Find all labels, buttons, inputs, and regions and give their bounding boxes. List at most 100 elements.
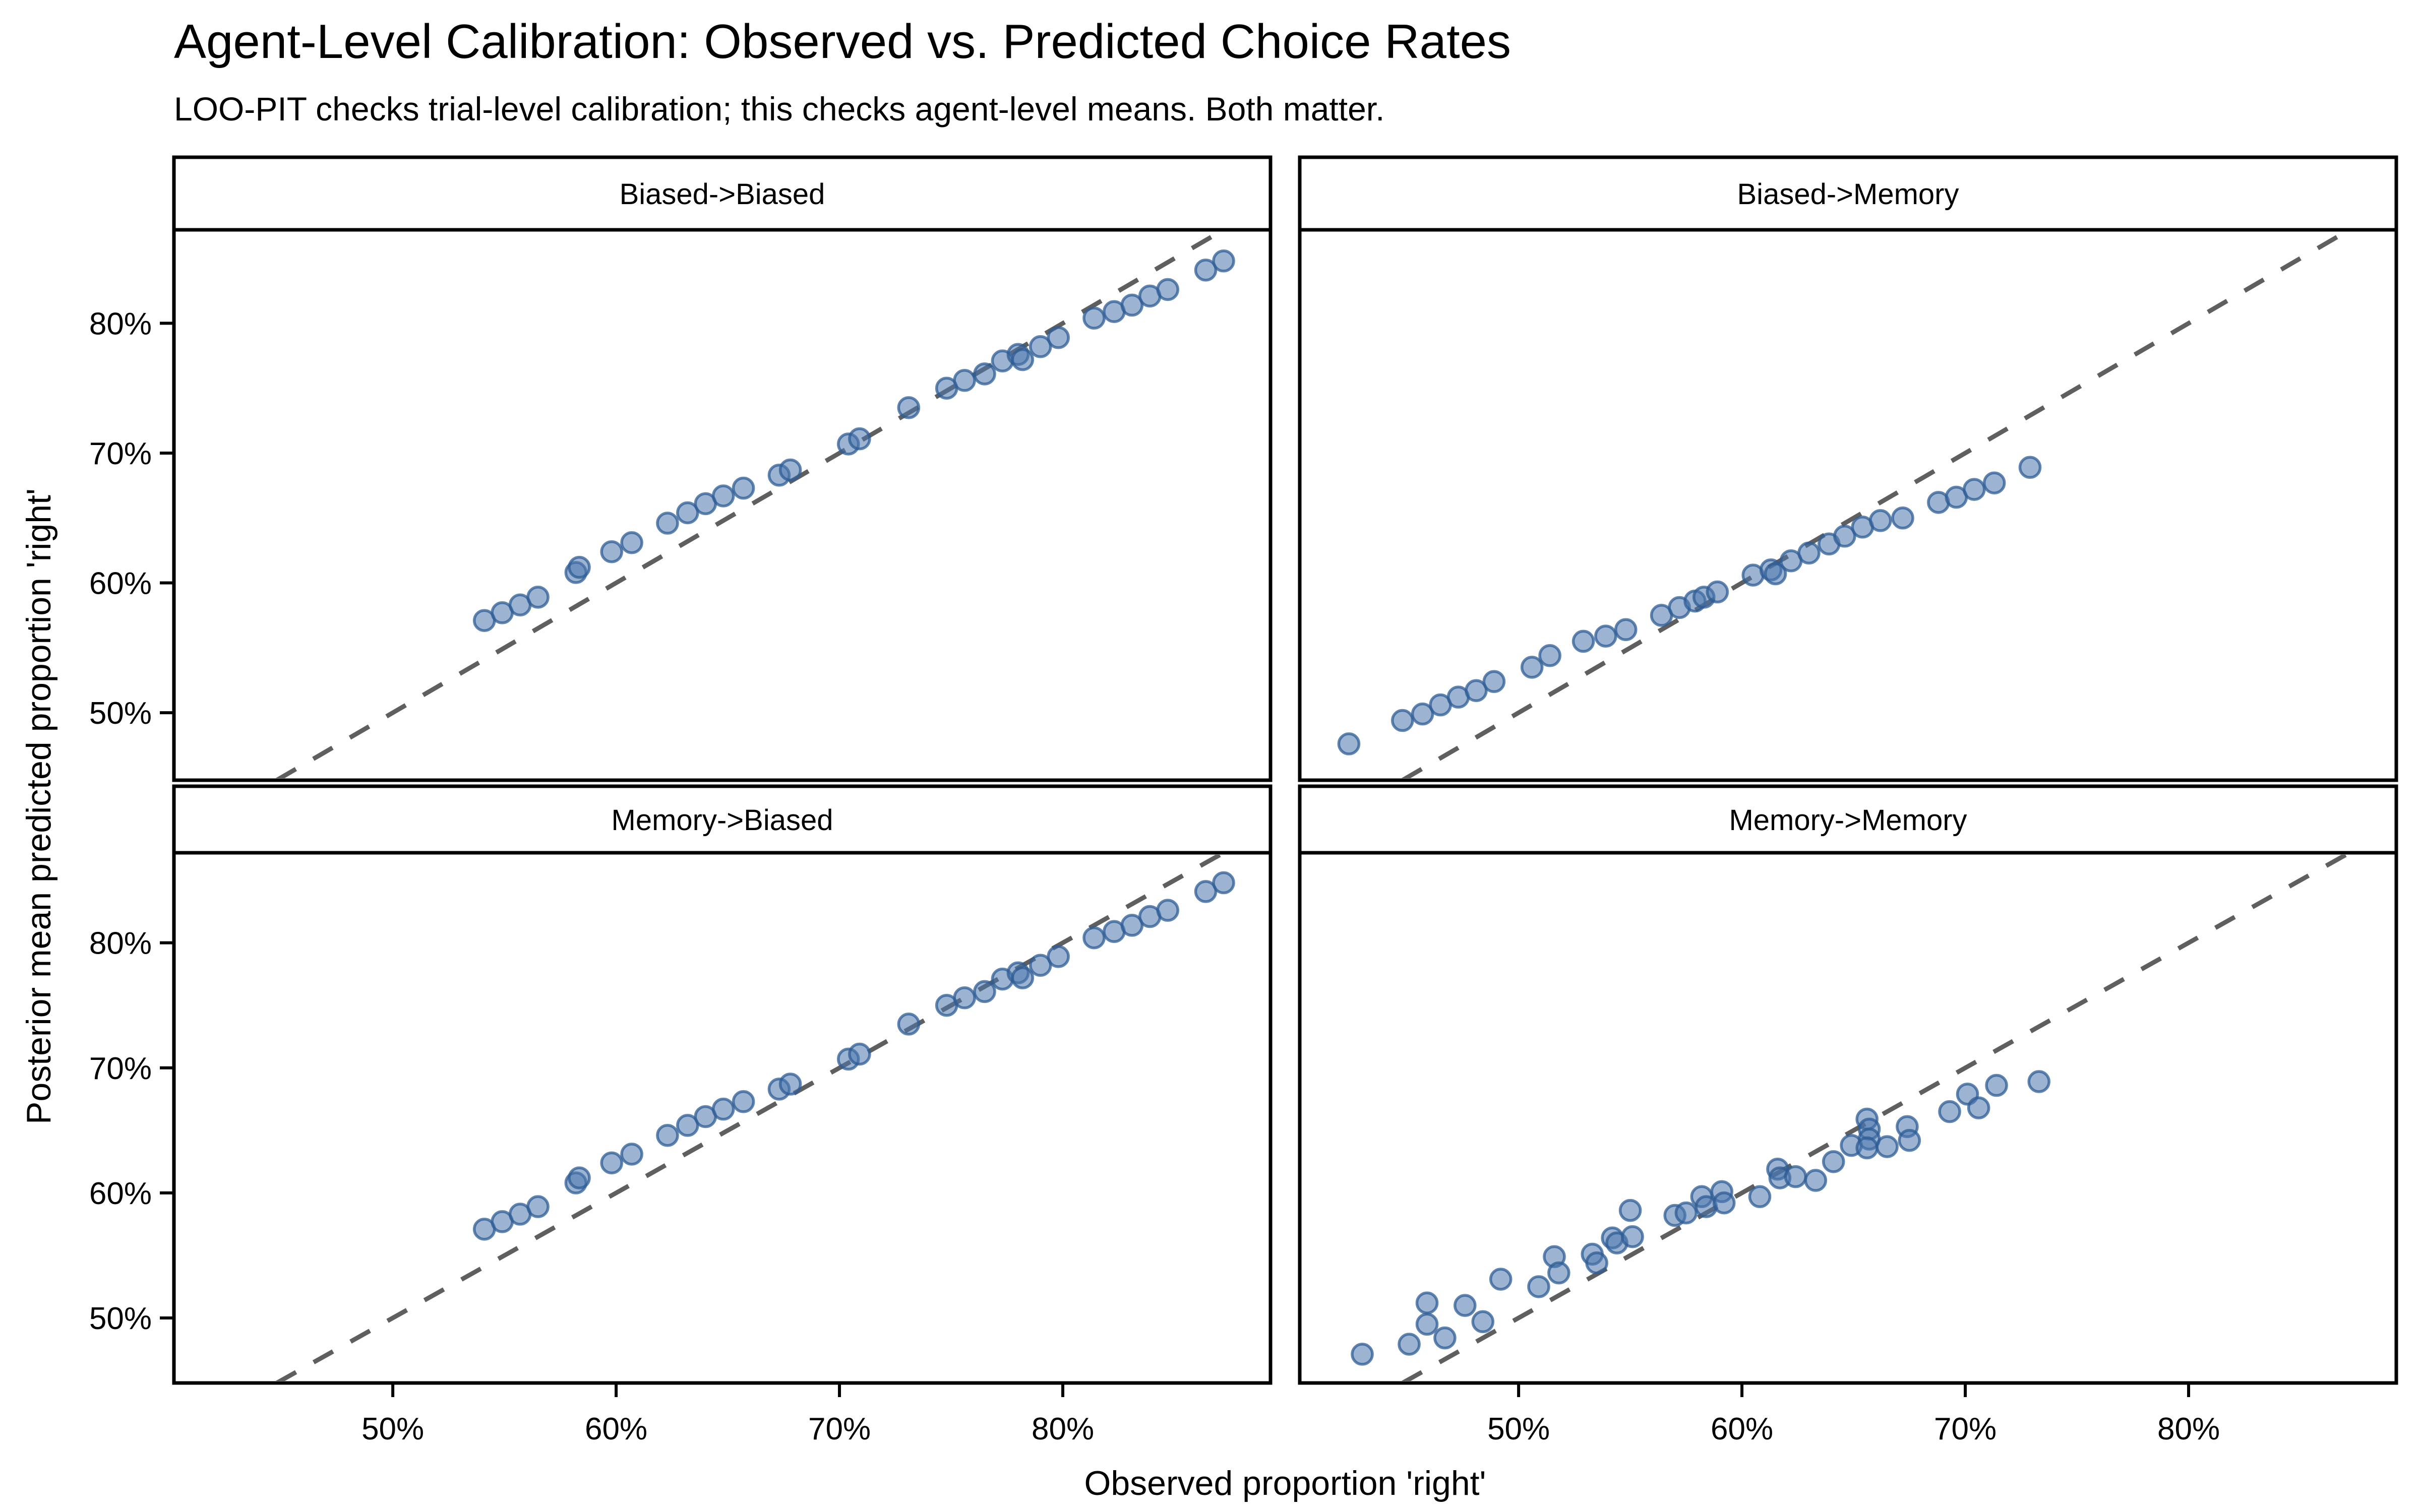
- data-point: [656, 512, 679, 535]
- data-point: [1156, 899, 1179, 922]
- data-point: [1520, 656, 1544, 679]
- data-point: [656, 1123, 679, 1147]
- data-point: [1594, 624, 1617, 648]
- data-point: [1337, 732, 1361, 755]
- data-point: [1855, 1136, 1879, 1160]
- data-point: [1967, 1096, 1990, 1119]
- data-point: [732, 1090, 755, 1113]
- data-point: [1194, 880, 1218, 903]
- facet-panel: [1298, 851, 2398, 1385]
- facet-memory-memory: Memory->Memory 50% 60% 70% 80%: [1298, 784, 2398, 1446]
- x-tick-label: 70%: [808, 1412, 871, 1446]
- y-tick-label: 70%: [89, 436, 152, 471]
- data-point: [1047, 945, 1070, 968]
- data-point: [620, 1143, 643, 1166]
- data-point: [1120, 914, 1144, 937]
- data-point: [1156, 278, 1179, 301]
- data-point: [1411, 702, 1434, 726]
- facet-strip: [1298, 784, 2398, 855]
- data-point: [1547, 1261, 1570, 1285]
- data-point: [1391, 709, 1414, 732]
- plot-title: Agent-Level Calibration: Observed vs. Pr…: [174, 15, 1511, 69]
- data-point: [1938, 1100, 1961, 1123]
- data-point: [1415, 1312, 1439, 1336]
- data-point: [1527, 1275, 1550, 1298]
- facet-strip-label: Memory->Biased: [612, 804, 833, 837]
- x-tick-label: 80%: [2157, 1412, 2220, 1446]
- data-point: [1797, 541, 1821, 565]
- data-point: [1465, 679, 1488, 703]
- data-point: [848, 1042, 871, 1066]
- y-tick-label: 60%: [89, 1176, 152, 1211]
- data-point: [1891, 507, 1914, 530]
- data-point: [676, 1114, 699, 1137]
- data-point: [1585, 1251, 1608, 1275]
- data-point: [1011, 966, 1035, 989]
- data-point: [1982, 471, 2006, 494]
- data-point: [1489, 1268, 1512, 1291]
- x-tick-label: 50%: [361, 1412, 424, 1446]
- data-point: [711, 1097, 735, 1121]
- facet-biased-biased: Biased->Biased 50% 60% 70% 80%: [89, 155, 1273, 782]
- data-point: [1618, 1199, 1642, 1222]
- identity-line: [1401, 232, 2351, 778]
- data-point: [778, 1073, 802, 1096]
- data-point: [568, 555, 591, 579]
- data-point: [1028, 954, 1052, 977]
- plot-subtitle: LOO-PIT checks trial-level calibration; …: [174, 90, 1385, 128]
- data-point: [1621, 1225, 1644, 1248]
- y-axis-title: Posterior mean predicted proportion 'rig…: [20, 488, 58, 1124]
- facet-content: [275, 232, 1235, 778]
- data-point: [526, 586, 550, 609]
- data-point: [1120, 293, 1144, 317]
- data-point: [1674, 1201, 1698, 1225]
- data-point: [1415, 1291, 1439, 1314]
- data-point: [676, 501, 699, 525]
- data-point: [953, 369, 976, 392]
- data-point: [778, 458, 802, 482]
- x-axis-title: Observed proportion 'right': [1084, 1464, 1486, 1502]
- y-tick-label: 80%: [89, 926, 152, 961]
- identity-line: [275, 855, 1225, 1381]
- data-point: [1482, 670, 1506, 694]
- data-point: [1764, 562, 1787, 586]
- data-point: [1614, 618, 1638, 641]
- data-point: [1985, 1074, 2008, 1097]
- data-point: [1398, 1333, 1421, 1356]
- y-tick-label: 50%: [89, 1301, 152, 1336]
- data-point: [973, 362, 996, 386]
- data-point: [1194, 259, 1218, 282]
- data-point: [848, 427, 871, 451]
- data-point: [1822, 1150, 1845, 1173]
- data-point: [1212, 871, 1235, 895]
- identity-line: [275, 232, 1225, 778]
- x-tick-label: 50%: [1487, 1412, 1550, 1446]
- facet-strip-label: Biased->Biased: [620, 178, 825, 211]
- data-point: [711, 484, 735, 508]
- facet-content: [1337, 232, 2351, 778]
- y-tick-label: 70%: [89, 1051, 152, 1086]
- data-point: [620, 531, 643, 554]
- data-point: [1011, 348, 1035, 371]
- data-point: [1748, 1185, 1772, 1209]
- data-point: [1212, 249, 1235, 273]
- data-point: [953, 986, 976, 1010]
- facet-content: [275, 855, 1235, 1381]
- facet-strip: [1298, 155, 2398, 232]
- x-tick-label: 60%: [1711, 1412, 1773, 1446]
- data-point: [897, 396, 921, 419]
- data-point: [973, 980, 996, 1003]
- data-point: [526, 1195, 550, 1218]
- data-point: [1833, 525, 1856, 548]
- x-tick-label: 80%: [1032, 1412, 1094, 1446]
- data-point: [732, 476, 755, 500]
- data-point: [2018, 456, 2042, 479]
- data-point: [568, 1166, 591, 1189]
- data-point: [1433, 1326, 1457, 1350]
- data-point: [1571, 629, 1595, 653]
- data-point: [1538, 644, 1561, 667]
- data-point: [1047, 326, 1070, 349]
- facet-memory-biased: Memory->Biased 50% 60% 70% 80% 50% 60% 70% 80%: [89, 784, 1273, 1446]
- data-point: [1876, 1135, 1899, 1158]
